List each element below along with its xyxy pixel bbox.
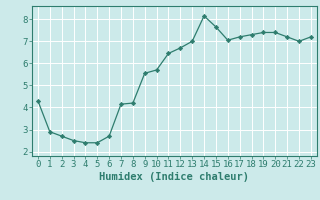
X-axis label: Humidex (Indice chaleur): Humidex (Indice chaleur) xyxy=(100,172,249,182)
